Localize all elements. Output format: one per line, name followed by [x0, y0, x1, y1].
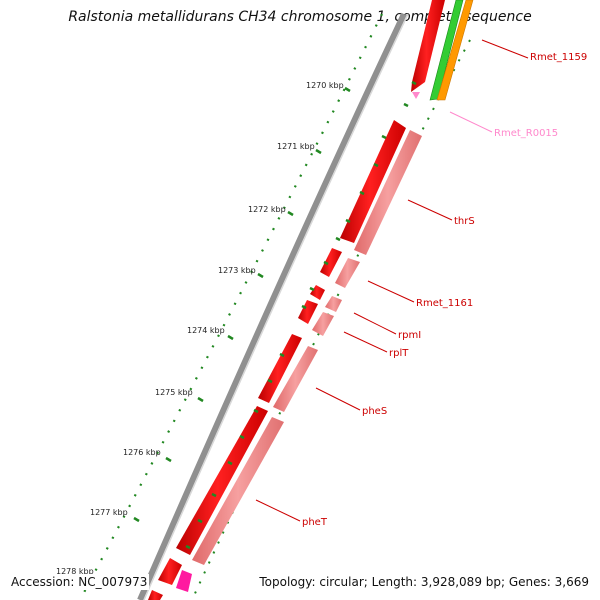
gene-rplT — [298, 300, 318, 324]
gene-thrS-protein — [354, 130, 422, 255]
topology-summary: Topology: circular; Length: 3,928,089 bp… — [257, 574, 591, 590]
minor-scale-tick — [373, 162, 379, 168]
scale-tick — [227, 334, 234, 341]
inner-dotted-ring — [191, 39, 471, 600]
gene-pheT — [176, 406, 268, 555]
minor-scale-tick — [197, 518, 203, 524]
scale-label: 1270 kbp — [306, 81, 344, 90]
minor-scale-tick — [359, 190, 365, 196]
gene-label-phes: pheS — [362, 406, 387, 417]
minor-scale-tick — [323, 260, 329, 266]
gene-rplT-protein — [312, 312, 334, 336]
gene-rpmI-protein — [325, 296, 342, 312]
scale-label: 1275 kbp — [155, 388, 193, 397]
minor-scale-tick — [381, 134, 387, 140]
gene-label-rmet-1159: Rmet_1159 — [530, 52, 587, 63]
minor-scale-tick — [227, 460, 233, 466]
gene-pheS — [258, 334, 302, 403]
gene-label-rmet-1161: Rmet_1161 — [416, 298, 473, 309]
gene-rpmI — [310, 285, 325, 300]
minor-scale-tick — [253, 408, 259, 414]
gene-label-rplt: rplT — [389, 348, 409, 359]
scale-labels: 1270 kbp 1271 kbp 1272 kbp 1273 kbp 1274… — [56, 81, 344, 576]
gene-rmet-1161 — [320, 248, 342, 277]
gene-thrS — [340, 120, 406, 243]
gene-bottom-2 — [148, 590, 163, 600]
minor-scale-tick — [279, 352, 285, 358]
gene-pheS-protein — [273, 346, 318, 412]
minor-scale-tick — [185, 544, 191, 550]
accession-text: Accession: NC_007973 — [9, 574, 150, 590]
minor-scale-tick — [411, 80, 417, 86]
scale-label: 1276 kbp — [123, 448, 161, 457]
minor-scale-tick — [267, 378, 273, 384]
gene-bottom-1 — [158, 558, 182, 585]
scale-tick — [133, 516, 140, 523]
scale-label: 1277 kbp — [90, 508, 128, 517]
scale-tick — [287, 210, 294, 217]
feature-rna — [412, 92, 420, 99]
backbone-arc-highlight — [143, 13, 409, 600]
gene-magenta — [176, 570, 192, 592]
minor-scale-tick — [239, 434, 245, 440]
gene-pheT-protein — [192, 417, 284, 565]
scale-tick — [344, 86, 351, 93]
feature-top-red — [411, 0, 445, 92]
gene-label-rmet-r0015: Rmet_R0015 — [494, 128, 558, 139]
gene-label-phet: pheT — [302, 517, 328, 528]
gene-label-thrs: thrS — [454, 216, 475, 227]
scale-label: 1271 kbp — [277, 142, 315, 151]
scale-label: 1273 kbp — [218, 266, 256, 275]
minor-scale-tick — [345, 218, 351, 224]
feature-orange — [436, 0, 474, 101]
minor-scale-tick — [335, 236, 341, 242]
scale-ticks — [99, 80, 417, 583]
minor-scale-tick — [211, 492, 217, 498]
scale-tick — [257, 272, 264, 279]
backbone-arc — [137, 12, 407, 600]
gene-rmet-1161-protein — [335, 258, 360, 288]
scale-tick — [165, 456, 172, 463]
scale-label: 1278 kbp — [56, 567, 94, 576]
scale-label: 1274 kbp — [187, 326, 225, 335]
minor-scale-tick — [301, 304, 307, 310]
minor-scale-tick — [309, 286, 315, 292]
minor-scale-tick — [403, 102, 409, 108]
scale-dotted-ring — [79, 13, 383, 600]
scale-label: 1272 kbp — [248, 205, 286, 214]
scale-tick — [197, 396, 204, 403]
gene-label-rpmi: rpmI — [398, 330, 421, 341]
scale-tick — [315, 148, 322, 155]
map-title: Ralstonia metallidurans CH34 chromosome … — [68, 9, 532, 25]
gene-labels: Rmet_1159 Rmet_R0015 thrS Rmet_1161 rpmI… — [255, 39, 587, 528]
